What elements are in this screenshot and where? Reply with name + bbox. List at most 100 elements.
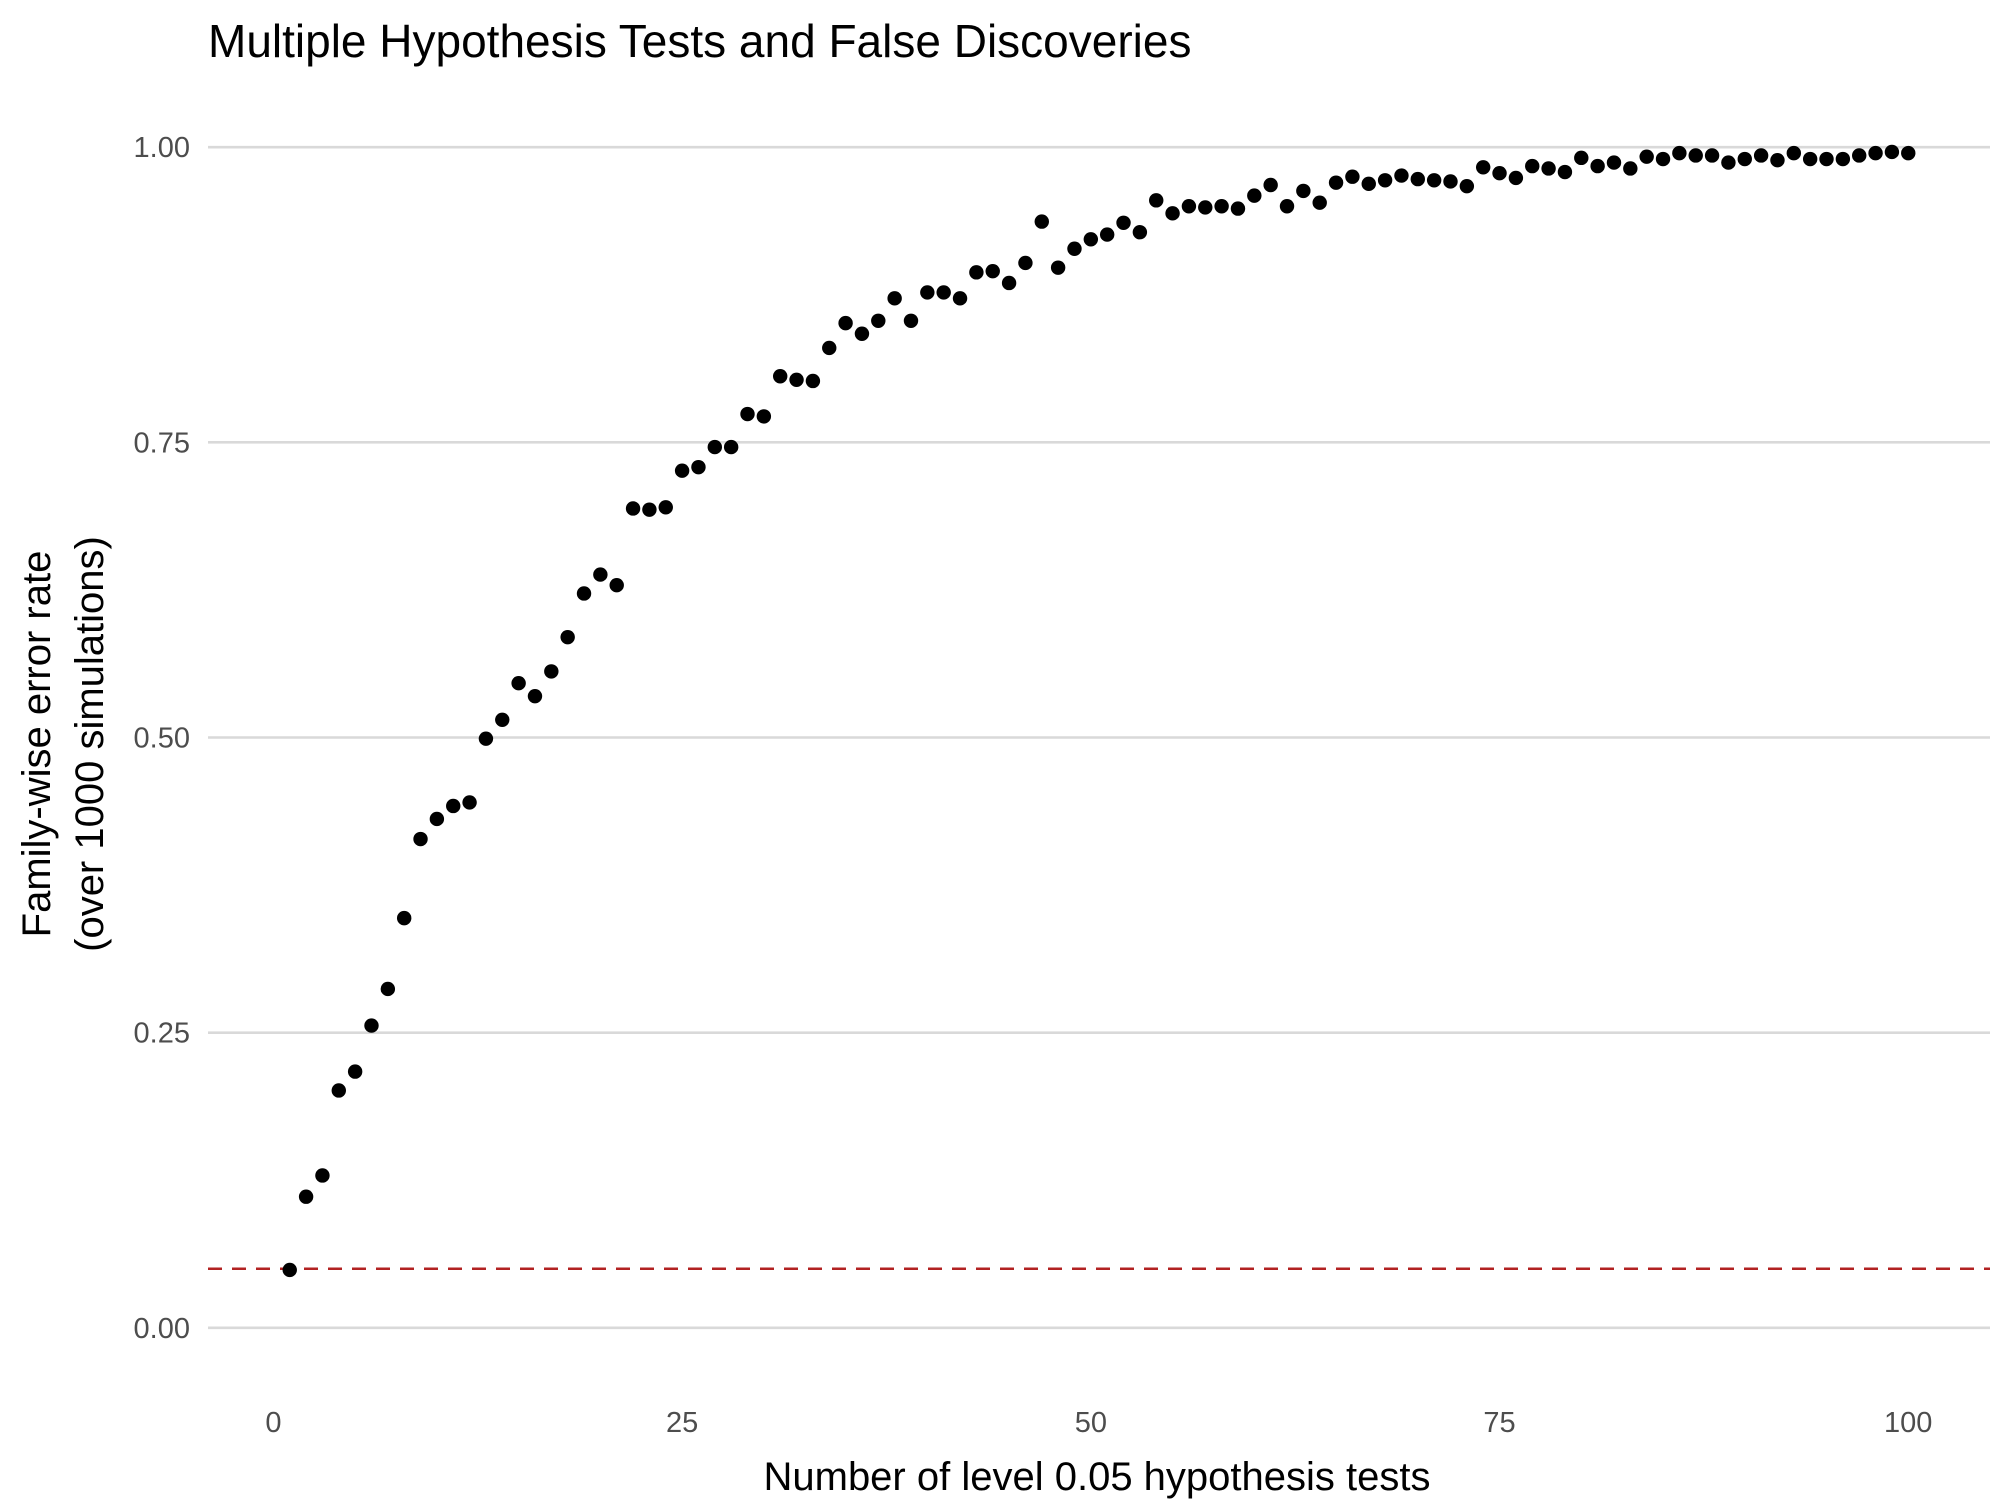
data-point [756,409,772,424]
x-tick-label: 25 [666,1407,698,1439]
data-point [1623,161,1638,176]
data-point [1770,153,1785,168]
data-point [838,315,853,331]
data-point [1296,183,1311,199]
data-point [1753,148,1769,163]
data-point [773,369,788,384]
data-point [1181,199,1197,214]
data-point [822,340,837,356]
data-point [871,313,886,328]
data-point [1149,193,1164,208]
data-point [1884,144,1900,160]
data-point [1247,188,1262,203]
data-point [609,578,624,593]
data-point [446,798,461,814]
data-point [1312,195,1327,210]
data-point [429,811,445,827]
gridlines [208,145,1990,1330]
data-point [1475,160,1491,175]
data-point [1868,145,1883,161]
data-point [1557,164,1573,180]
data-point [1835,151,1851,167]
data-point [1263,177,1278,193]
data-point [331,1083,346,1098]
x-tick-label: 50 [1075,1407,1107,1439]
data-point [1018,255,1033,271]
data-point [1067,241,1082,256]
data-point [1443,174,1458,189]
data-point [740,406,755,422]
data-point [1083,232,1099,247]
data-point [1345,169,1360,184]
data-point [985,263,1000,279]
data-point [544,664,559,679]
data-point [593,567,608,582]
data-point [396,910,412,926]
data-point [1214,199,1229,214]
data-point [1901,145,1916,161]
data-point [1426,173,1442,188]
data-point [298,1189,314,1204]
data-point [936,285,951,300]
data-point [1492,165,1507,181]
x-tick-label: 100 [1884,1407,1932,1439]
data-point [674,463,690,478]
data-point [1279,199,1295,214]
data-point [1852,148,1867,163]
data-point [527,688,543,704]
data-point [1786,145,1802,161]
data-point [364,1018,379,1033]
data-point [1198,200,1213,215]
data-point [1116,215,1131,230]
data-point [1099,227,1115,242]
y-tick-label: 0.00 [134,1313,190,1345]
data-point [1165,206,1180,221]
data-point [658,500,673,515]
data-point [1328,175,1344,190]
data-point [1541,161,1556,176]
data-point [1704,148,1720,163]
data-point [1410,171,1425,187]
data-point [462,795,477,810]
data-point [1230,201,1246,216]
data-point [1819,151,1834,167]
x-tick-label: 0 [265,1407,281,1439]
data-point [1001,275,1017,291]
y-tick-label: 0.50 [134,723,190,755]
data-point [920,285,935,300]
data-point [1590,158,1605,174]
data-point [1655,151,1671,167]
data-point [691,459,706,475]
data-point [1606,155,1622,170]
data-point [1034,214,1049,229]
data-point [1394,168,1409,183]
data-point [707,439,723,455]
data-point [1459,178,1475,194]
data-point [642,502,657,517]
data-point [511,675,526,691]
data-point [1361,176,1376,192]
data-point [969,265,984,280]
y-axis-title-line-2: (over 1000 simulations) [68,536,112,952]
x-tick-labels: 0 25 50 75 100 [265,1407,1932,1439]
data-point [560,629,575,645]
data-point [1721,155,1736,170]
y-tick-label: 0.75 [134,427,190,459]
data-point [887,291,902,306]
data-point [1508,170,1524,186]
data-point [789,372,804,387]
y-tick-label: 0.25 [134,1018,190,1050]
chart-title: Multiple Hypothesis Tests and False Disc… [208,15,1191,67]
data-point [1377,173,1393,188]
data-point [625,501,641,516]
data-point [1525,158,1540,174]
data-point [380,981,396,997]
data-point [952,291,968,306]
data-point [1737,151,1752,167]
y-tick-label: 1.00 [134,132,190,164]
data-point [805,373,821,389]
data-point [282,1262,297,1278]
data-point [347,1064,363,1079]
data-point [413,831,428,847]
